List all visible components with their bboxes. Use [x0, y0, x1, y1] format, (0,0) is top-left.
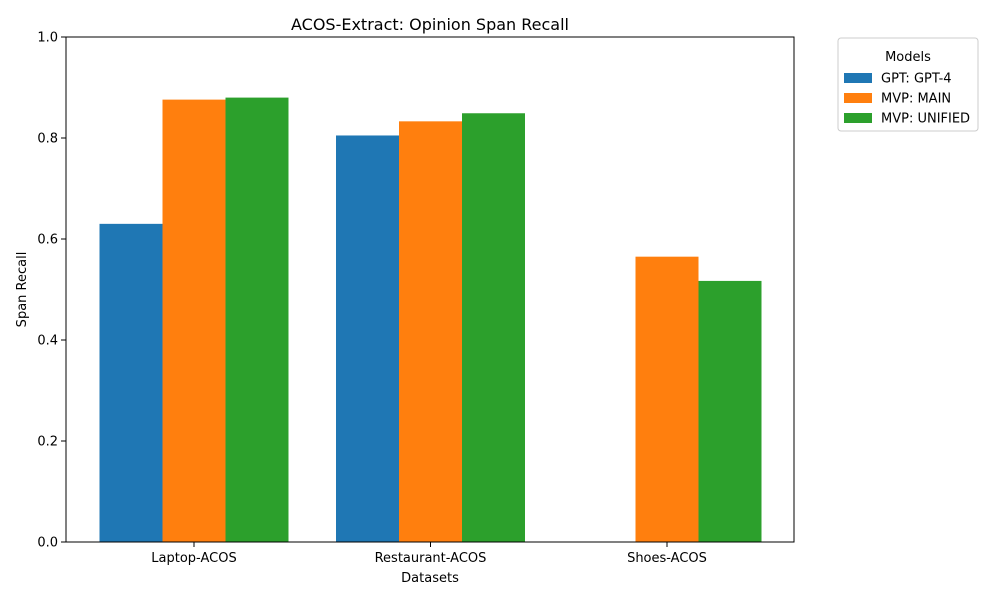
bar-mvp-unified-laptop-acos	[225, 97, 289, 542]
legend-label: GPT: GPT-4	[881, 72, 952, 87]
y-tick-label: 1.0	[37, 31, 58, 46]
y-axis: 0.0 0.2 0.4 0.6 0.8 1.0	[37, 31, 66, 551]
y-tick-label: 0.2	[37, 435, 58, 450]
legend: Models GPT: GPT-4 MVP: MAIN MVP: UNIFIED	[837, 37, 979, 132]
bar-mvp-main-shoes-acos	[635, 256, 699, 542]
x-tick-label: Shoes-ACOS	[627, 551, 707, 566]
legend-frame	[837, 37, 979, 132]
y-tick-label: 0.8	[37, 132, 58, 147]
legend-swatch	[844, 73, 872, 83]
legend-title: Models	[885, 50, 931, 65]
x-axis-label: Datasets	[401, 571, 459, 586]
y-tick-label: 0.6	[37, 233, 58, 248]
x-axis: Laptop-ACOS Restaurant-ACOS Shoes-ACOS	[151, 542, 707, 566]
legend-label: MVP: UNIFIED	[881, 112, 970, 127]
y-tick-label: 0.0	[37, 536, 58, 551]
x-tick-label: Laptop-ACOS	[151, 551, 236, 566]
legend-swatch	[844, 93, 872, 103]
bar-mvp-main-restaurant-acos	[399, 121, 462, 543]
bar-mvp-main-laptop-acos	[162, 99, 226, 543]
bar-mvp-unified-restaurant-acos	[462, 113, 525, 542]
bar-mvp-unified-shoes-acos	[698, 280, 762, 542]
legend-swatch	[844, 113, 872, 123]
y-tick-label: 0.4	[37, 334, 58, 349]
legend-label: MVP: MAIN	[881, 92, 951, 107]
chart-title: ACOS-Extract: Opinion Span Recall	[291, 15, 569, 34]
bar-gpt-gpt-4-restaurant-acos	[336, 135, 399, 542]
x-tick-label: Restaurant-ACOS	[375, 551, 487, 566]
bar-gpt-gpt-4-laptop-acos	[99, 223, 163, 542]
y-axis-label: Span Recall	[15, 252, 30, 328]
bars-group	[99, 97, 762, 543]
